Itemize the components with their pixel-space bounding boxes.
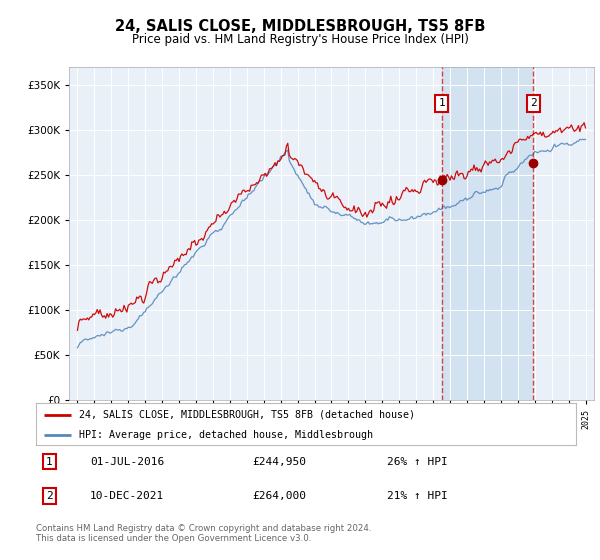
Text: 2: 2 xyxy=(530,98,537,108)
Text: HPI: Average price, detached house, Middlesbrough: HPI: Average price, detached house, Midd… xyxy=(79,430,373,440)
Text: 01-JUL-2016: 01-JUL-2016 xyxy=(90,456,164,466)
Text: £244,950: £244,950 xyxy=(252,456,306,466)
Text: 26% ↑ HPI: 26% ↑ HPI xyxy=(387,456,448,466)
Text: 24, SALIS CLOSE, MIDDLESBROUGH, TS5 8FB: 24, SALIS CLOSE, MIDDLESBROUGH, TS5 8FB xyxy=(115,20,485,34)
Text: 10-DEC-2021: 10-DEC-2021 xyxy=(90,491,164,501)
Bar xyxy=(442,67,533,400)
Text: 1: 1 xyxy=(438,98,445,108)
Text: 1: 1 xyxy=(46,456,53,466)
Text: 21% ↑ HPI: 21% ↑ HPI xyxy=(387,491,448,501)
Text: Price paid vs. HM Land Registry's House Price Index (HPI): Price paid vs. HM Land Registry's House … xyxy=(131,32,469,46)
Text: 2: 2 xyxy=(46,491,53,501)
Text: 24, SALIS CLOSE, MIDDLESBROUGH, TS5 8FB (detached house): 24, SALIS CLOSE, MIDDLESBROUGH, TS5 8FB … xyxy=(79,410,415,420)
Text: Contains HM Land Registry data © Crown copyright and database right 2024.
This d: Contains HM Land Registry data © Crown c… xyxy=(36,524,371,543)
Text: £264,000: £264,000 xyxy=(252,491,306,501)
